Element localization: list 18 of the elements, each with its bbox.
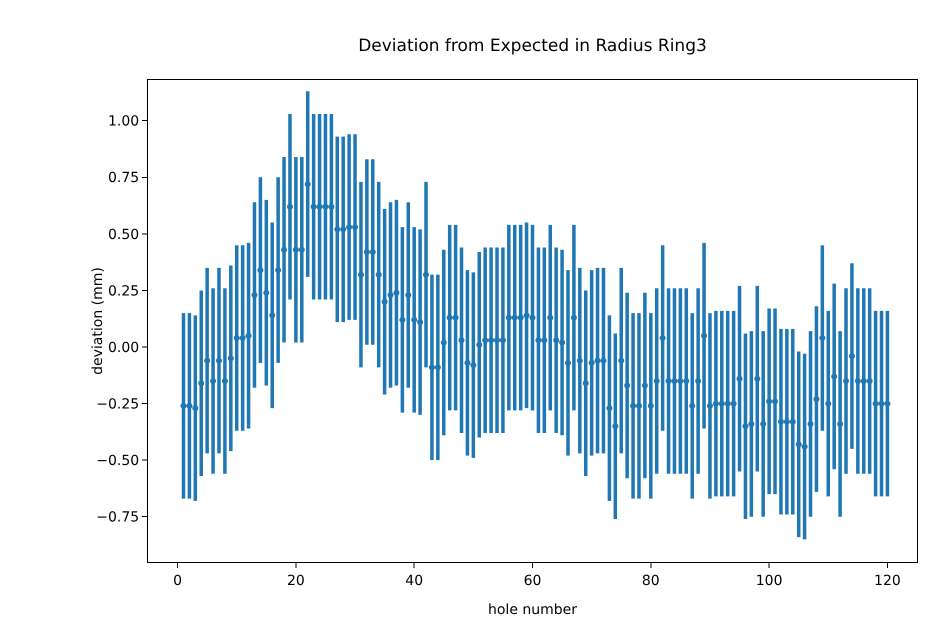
x-tick-label: 100 xyxy=(756,572,782,589)
y-tick-label: 0.25 xyxy=(108,283,140,300)
y-axis-title: deviation (mm) xyxy=(90,267,106,375)
y-tick-label: −0.25 xyxy=(96,396,140,412)
x-tick-label: 0 xyxy=(173,572,182,589)
x-tick-label: 20 xyxy=(286,572,305,589)
y-tick-label: 0.00 xyxy=(108,340,140,356)
x-axis-title: hole number xyxy=(488,602,578,618)
y-tick-label: 0.50 xyxy=(108,226,140,243)
x-tick-label: 60 xyxy=(524,572,542,589)
y-tick-label: −0.75 xyxy=(96,510,140,526)
y-tick-label: −0.50 xyxy=(96,453,140,470)
x-tick-label: 80 xyxy=(642,572,660,589)
y-tick-label: 1.00 xyxy=(108,114,140,130)
x-tick-label: 40 xyxy=(405,572,424,589)
x-tick-label: 120 xyxy=(874,572,901,589)
chart-title: Deviation from Expected in Radius Ring3 xyxy=(358,36,707,56)
y-tick-label: 0.75 xyxy=(108,170,140,186)
